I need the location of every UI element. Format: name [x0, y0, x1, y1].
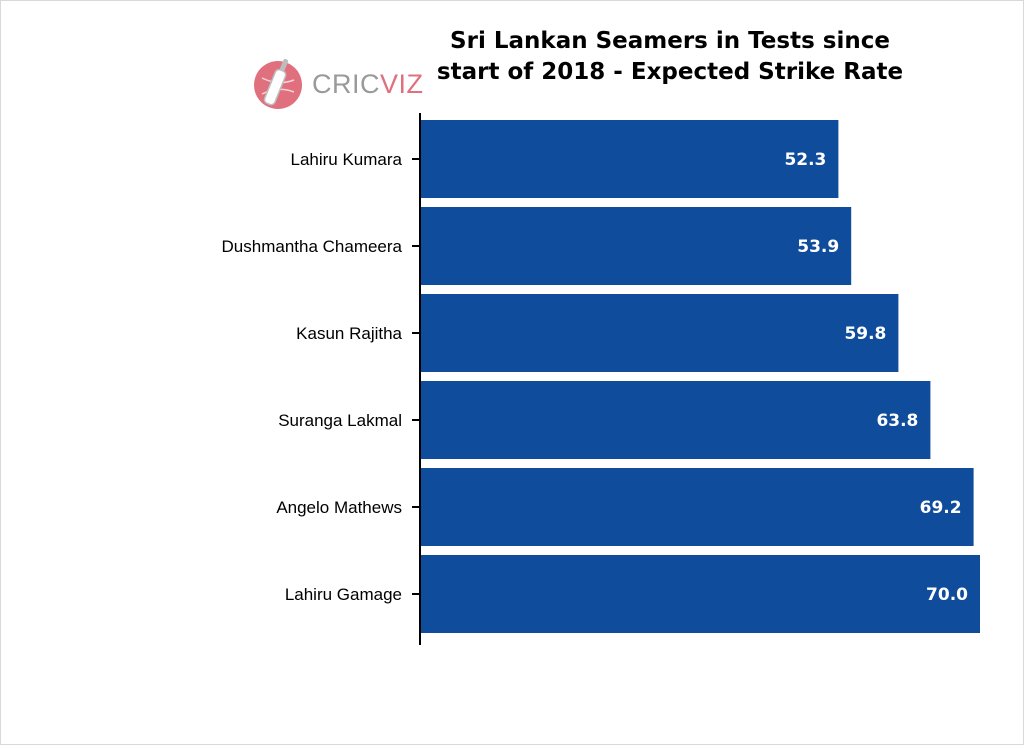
y-axis-ticks	[412, 158, 420, 595]
value-label: 70.0	[926, 585, 968, 605]
logo-wordmark: CRICVIZ	[312, 69, 424, 99]
value-label: 52.3	[784, 150, 826, 170]
category-label: Lahiru Kumara	[290, 150, 402, 169]
value-label: 63.8	[876, 411, 918, 431]
category-label: Lahiru Gamage	[285, 585, 402, 604]
chart-title-line-2: start of 2018 - Expected Strike Rate	[436, 59, 904, 85]
category-label: Angelo Mathews	[276, 498, 402, 517]
bar	[421, 555, 980, 633]
bar	[421, 381, 931, 459]
chart-title-line-1: Sri Lankan Seamers in Tests since	[450, 28, 890, 54]
cricviz-logo: CRICVIZ	[252, 56, 423, 112]
bar	[421, 294, 899, 372]
chart-title: Sri Lankan Seamers in Tests since start …	[400, 26, 940, 88]
bar	[421, 468, 974, 546]
category-label: Dushmantha Chameera	[222, 237, 403, 256]
value-label: 69.2	[920, 498, 962, 518]
bar	[421, 120, 839, 198]
value-labels: 52.3 53.9 59.8 63.8 69.2 70.0	[784, 150, 968, 605]
logo-text-viz: VIZ	[380, 69, 424, 99]
category-labels: Lahiru Kumara Dushmantha Chameera Kasun Ra…	[222, 150, 403, 604]
category-label: Suranga Lakmal	[278, 411, 402, 430]
value-label: 53.9	[797, 237, 839, 257]
bar	[421, 207, 852, 285]
bars-group	[421, 120, 980, 633]
logo-text-cric: CRIC	[312, 69, 380, 99]
value-label: 59.8	[844, 324, 886, 344]
category-label: Kasun Rajitha	[296, 324, 402, 343]
cricket-bat-ball-icon	[254, 58, 302, 109]
